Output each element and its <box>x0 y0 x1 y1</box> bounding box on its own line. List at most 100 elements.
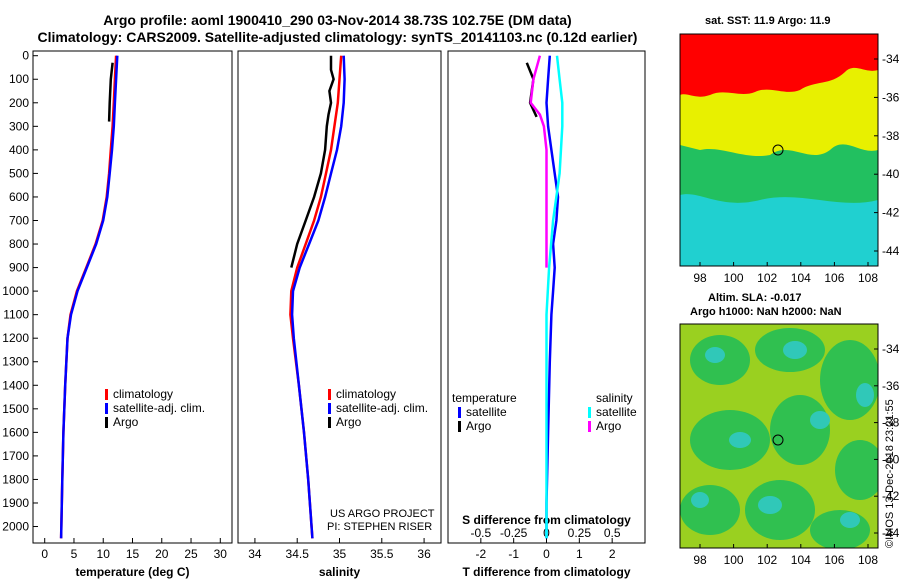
y-tick-label: 1700 <box>2 449 29 463</box>
y-tick-label: 1900 <box>2 496 29 510</box>
legend-label: Argo <box>596 419 622 433</box>
legend-label: climatology <box>113 387 173 401</box>
map-y-tick-label: -40 <box>882 167 900 181</box>
y-tick-label: 400 <box>9 143 29 157</box>
sst-map-frame <box>679 33 879 267</box>
series-line-argo <box>290 55 335 268</box>
chart-panel-1: 0 5 10 15 20 25 30 temperature (deg C) 0 100 200 30… <box>2 49 233 579</box>
legend-swatch <box>458 421 461 432</box>
map-y-tick-label: -44 <box>882 244 900 258</box>
y-tick-label: 1200 <box>2 331 29 345</box>
x-tick-label: 35 <box>333 547 347 561</box>
x-tick-label: 15 <box>126 547 140 561</box>
map-x-tick-label: 104 <box>791 271 811 285</box>
legend-swatch <box>328 389 331 400</box>
y-tick-label: 700 <box>9 213 29 227</box>
x-tick-label: 25 <box>184 547 198 561</box>
map-y-tick-label: -40 <box>882 452 900 466</box>
y-tick-label: 1800 <box>2 472 29 486</box>
map-y-tick-label: -34 <box>882 342 900 356</box>
map-y-tick-label: -38 <box>882 129 900 143</box>
legend-label: satellite <box>466 405 507 419</box>
x-axis-label: salinity <box>319 565 361 579</box>
x-tick-label: 34.5 <box>286 547 310 561</box>
y-tick-label: 1100 <box>3 308 29 322</box>
y-tick-label: 800 <box>9 237 29 251</box>
y-tick-label: 1500 <box>2 402 29 416</box>
x-tick-label: 2 <box>609 547 616 561</box>
legend-label: satellite-adj. clim. <box>336 401 428 415</box>
s-diff-tick-label: -0.5 <box>470 526 491 540</box>
x-tick-label: -2 <box>475 547 486 561</box>
map-x-tick-label: 108 <box>858 271 878 285</box>
map-y-tick-label: -38 <box>882 416 900 430</box>
series-line-s-argo <box>529 55 548 268</box>
y-tick-label: 900 <box>9 261 29 275</box>
x-tick-label: 35.5 <box>370 547 394 561</box>
sst-argo-location-marker <box>772 144 784 156</box>
map-x-tick-label: 106 <box>824 553 844 567</box>
s-diff-tick-label: -0.25 <box>500 526 528 540</box>
map-x-tick-label: 106 <box>824 271 844 285</box>
imos-timestamp: ©IMOS 13-Dec-2018 23:21:55 <box>884 399 896 548</box>
sla-cyan-patches <box>691 341 874 528</box>
y-tick-label: 300 <box>9 119 29 133</box>
series-line-argo <box>107 62 114 122</box>
credit-line-1: US ARGO PROJECT <box>330 508 435 520</box>
y-tick-label: 1300 <box>2 355 29 369</box>
series-line-satellite-adj-clim- <box>290 55 346 539</box>
x-tick-label: 36 <box>417 547 431 561</box>
map-y-tick-label: -42 <box>882 489 900 503</box>
series-line-s-satellite <box>545 55 564 539</box>
map-y-tick-label: -34 <box>882 52 900 66</box>
map-x-tick-label: 98 <box>693 553 707 567</box>
map-x-tick-label: 108 <box>858 553 878 567</box>
legend-swatch <box>105 389 108 400</box>
map-x-tick-label: 98 <box>693 271 707 285</box>
legend-label: satellite-adj. clim. <box>113 401 205 415</box>
legend-swatch <box>588 421 591 432</box>
x-tick-label: 5 <box>71 547 78 561</box>
legend-header-salinity: salinity <box>596 391 633 405</box>
y-tick-label: 1000 <box>2 284 29 298</box>
series-line-t-satellite <box>545 55 560 539</box>
map-x-tick-label: 100 <box>724 553 744 567</box>
legend-swatch <box>328 417 331 428</box>
x-tick-label: -1 <box>508 547 519 561</box>
map-y-tick-label: -36 <box>882 90 900 104</box>
sla-map-title-line-1: Altim. SLA: -0.017 <box>708 292 802 304</box>
y-tick-label: 100 <box>9 72 29 86</box>
sla-argo-location-marker <box>772 434 784 446</box>
series-line-satellite-adj-clim- <box>59 55 119 539</box>
map-x-tick-label: 102 <box>757 271 777 285</box>
y-tick-label: 1600 <box>2 425 29 439</box>
map-y-tick-label: -44 <box>882 526 900 540</box>
legend-label: Argo <box>113 415 139 429</box>
map-x-tick-label: 102 <box>757 553 777 567</box>
legend-label: Argo <box>466 419 492 433</box>
x-tick-label: 0 <box>41 547 48 561</box>
x-axis-label: T difference from climatology <box>462 565 630 579</box>
y-tick-label: 0 <box>22 49 29 63</box>
legend-header-temperature: temperature <box>452 391 517 405</box>
s-diff-tick-label: 0.5 <box>604 526 621 540</box>
sst-map-title: sat. SST: 11.9 Argo: 11.9 <box>705 15 831 27</box>
chart-panel-2: 34 34.5 35 35.5 36 salinity climatologysatelli… <box>237 50 442 579</box>
legend-swatch <box>105 403 108 414</box>
legend-swatch <box>458 407 461 418</box>
y-tick-label: 500 <box>9 166 29 180</box>
x-tick-label: 20 <box>155 547 169 561</box>
legend-label: satellite <box>596 405 637 419</box>
map-y-tick-label: -42 <box>882 206 900 220</box>
legend-label: Argo <box>336 415 362 429</box>
legend-swatch <box>328 403 331 414</box>
y-tick-label: 200 <box>9 96 29 110</box>
legend-label: climatology <box>336 387 396 401</box>
legend-swatch <box>105 417 108 428</box>
sla-map-frame <box>679 323 879 549</box>
map-y-tick-label: -36 <box>882 379 900 393</box>
x-tick-label: 10 <box>97 547 111 561</box>
